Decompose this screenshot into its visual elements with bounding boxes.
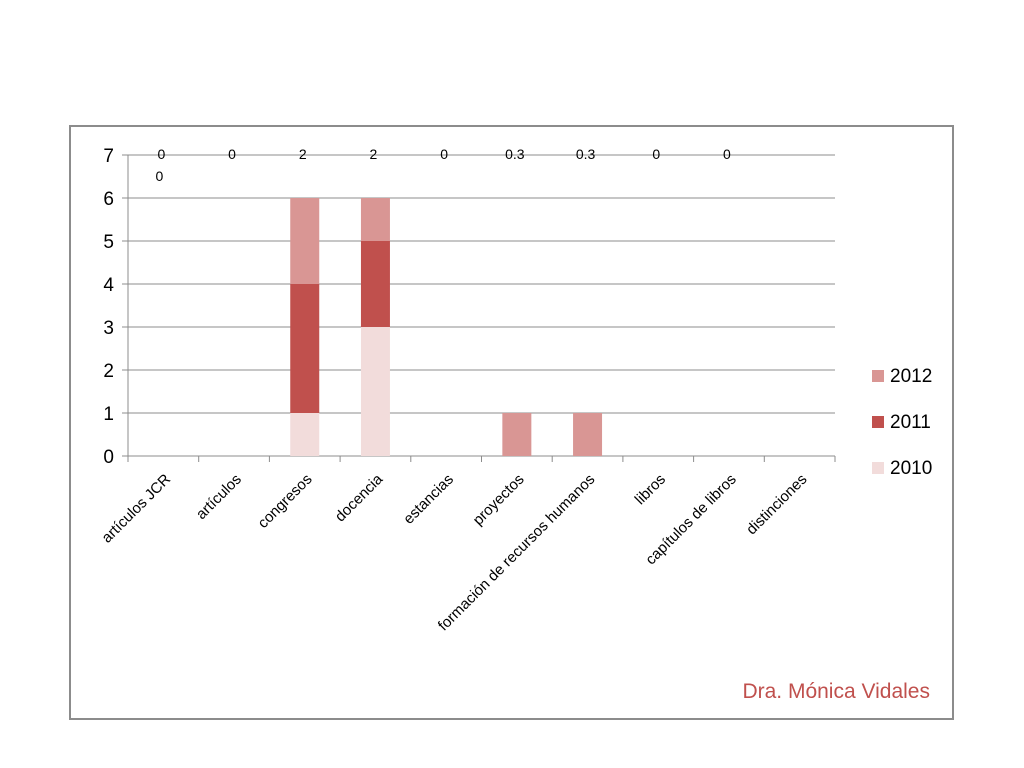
y-tick-label: 2 [103, 361, 114, 382]
bar-segment-2010 [290, 413, 320, 456]
x-category-label: formación de recursos humanos [435, 471, 599, 635]
data-label: 0.3 [576, 146, 596, 162]
data-label: 0.3 [505, 146, 525, 162]
x-category-label: congresos [255, 471, 316, 532]
x-category-label: docencia [332, 470, 387, 525]
x-category-label: libros [632, 471, 669, 508]
y-tick-label: 1 [103, 404, 114, 425]
stacked-bar-chart: 0 1 2 3 4 5 6 7 artículos JCR artículos congresos d… [98, 146, 932, 635]
data-label: 2 [299, 146, 307, 162]
legend-swatch-2010 [872, 462, 884, 474]
data-label: 0 [228, 146, 236, 162]
chart-frame: 0 1 2 3 4 5 6 7 artículos JCR artículos congresos d… [69, 125, 954, 720]
bar-segment-2012 [360, 198, 390, 241]
data-label: 2 [370, 146, 378, 162]
legend-swatch-2011 [872, 416, 884, 428]
data-label: 0 [652, 146, 660, 162]
legend-label-2011: 2011 [890, 412, 931, 433]
bar-segment-2012 [573, 413, 603, 456]
x-category-label: proyectos [470, 471, 528, 529]
y-tick-label: 4 [103, 275, 114, 296]
bar-segment-2012 [502, 413, 532, 456]
data-label-extra: 0 [155, 168, 163, 184]
x-category-label: artículos JCR [98, 471, 174, 547]
data-label: 0 [723, 146, 731, 162]
legend-swatch-2012 [872, 370, 884, 382]
data-label: 0 [440, 146, 448, 162]
author-credit: Dra. Mónica Vidales [742, 680, 930, 703]
y-tick-label: 7 [103, 146, 114, 167]
legend-label-2010: 2010 [890, 458, 932, 479]
bar-segment-2012 [290, 198, 320, 284]
x-category-label: artículos [193, 471, 245, 523]
bar-segment-2010 [360, 327, 390, 456]
data-label: 0 [157, 146, 165, 162]
legend-label-2012: 2012 [890, 366, 932, 387]
x-category-label: distinciones [743, 471, 810, 538]
y-tick-label: 0 [103, 447, 114, 468]
y-tick-label: 5 [103, 232, 114, 253]
bar-segment-2011 [360, 241, 390, 327]
bar-segment-2011 [290, 284, 320, 413]
x-category-label: estancias [400, 471, 457, 528]
y-tick-label: 3 [103, 318, 114, 339]
y-tick-label: 6 [103, 189, 114, 210]
